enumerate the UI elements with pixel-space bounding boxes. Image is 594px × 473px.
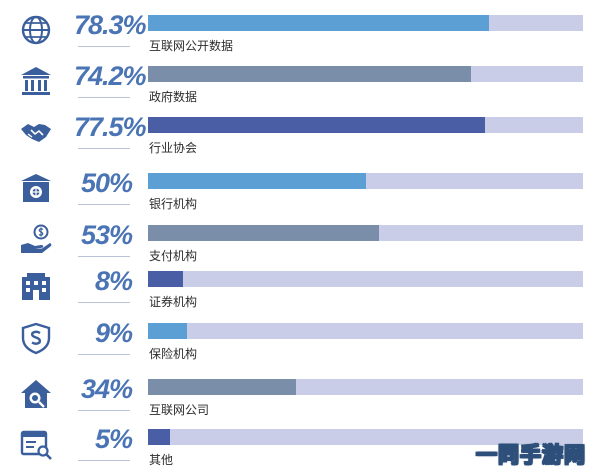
bar <box>148 117 485 133</box>
divider <box>78 302 130 303</box>
divider <box>78 97 130 98</box>
office-building-icon <box>14 266 58 306</box>
chart-row: 74.2% 政府数据 <box>0 59 594 109</box>
house-search-icon <box>14 374 58 414</box>
value-label: 8% <box>94 266 133 296</box>
divider <box>78 256 130 257</box>
bar-track <box>148 173 583 189</box>
chart-row: 50% 银行机构 <box>0 166 594 216</box>
bar-track <box>148 271 583 287</box>
value-label: 78.3% <box>74 10 147 40</box>
category-label: 证券机构 <box>149 295 198 309</box>
value-label: 9% <box>94 318 133 348</box>
bar-track <box>148 117 583 133</box>
chart-row: 5% 其他 <box>0 422 594 472</box>
money-hand-icon <box>14 220 58 260</box>
divider <box>78 354 130 355</box>
chart-row: 9% 保险机构 <box>0 316 594 366</box>
value-label: 77.5% <box>74 112 147 142</box>
bar <box>148 379 296 395</box>
category-label: 其他 <box>149 453 174 467</box>
bank-safe-icon <box>14 168 58 208</box>
divider <box>78 204 130 205</box>
value-label: 53% <box>80 220 133 250</box>
handshake-icon <box>14 112 58 152</box>
bank-building-icon <box>14 61 58 101</box>
bar <box>148 15 489 31</box>
chart-row: 8% 证券机构 <box>0 264 594 314</box>
chart-row: 34% 互联网公司 <box>0 372 594 422</box>
divider <box>78 460 130 461</box>
value-label: 34% <box>80 374 133 404</box>
bar <box>148 173 366 189</box>
bar-track <box>148 225 583 241</box>
bar <box>148 323 187 339</box>
bar-track <box>148 66 583 82</box>
category-label: 银行机构 <box>149 197 198 211</box>
chart-row: 78.3% 互联网公开数据 <box>0 8 594 58</box>
category-label: 互联网公司 <box>149 403 210 417</box>
category-label: 支付机构 <box>149 249 198 263</box>
globe-icon <box>14 10 58 50</box>
category-label: 互联网公开数据 <box>149 39 234 53</box>
bar-track <box>148 323 583 339</box>
category-label: 政府数据 <box>149 90 198 104</box>
value-label: 74.2% <box>74 61 147 91</box>
bar-track <box>148 379 583 395</box>
watermark-logo: 一同手游网 <box>476 443 586 468</box>
value-label: 50% <box>80 168 133 198</box>
document-search-icon <box>14 424 58 464</box>
shield-icon <box>14 318 58 358</box>
category-label: 行业协会 <box>149 141 198 155</box>
bar <box>148 225 379 241</box>
divider <box>78 46 130 47</box>
value-label: 5% <box>94 424 133 454</box>
bar <box>148 66 471 82</box>
chart-row: 53% 支付机构 <box>0 218 594 268</box>
divider <box>78 410 130 411</box>
bar-track <box>148 15 583 31</box>
bar-track <box>148 429 583 445</box>
divider <box>78 148 130 149</box>
chart-row: 77.5% 行业协会 <box>0 110 594 160</box>
bar <box>148 271 183 287</box>
category-label: 保险机构 <box>149 347 198 361</box>
bar <box>148 429 170 445</box>
